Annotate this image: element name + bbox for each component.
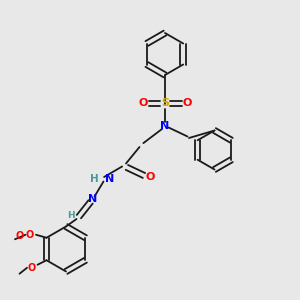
Text: H: H <box>90 173 99 184</box>
Text: O: O <box>182 98 192 109</box>
Text: N: N <box>105 173 114 184</box>
Text: O: O <box>138 98 148 109</box>
Text: N: N <box>88 194 98 205</box>
Text: O: O <box>145 172 155 182</box>
Text: S: S <box>161 98 169 109</box>
Text: N: N <box>160 121 169 131</box>
Text: O: O <box>26 230 34 240</box>
Text: O: O <box>27 263 36 273</box>
Text: H: H <box>67 211 74 220</box>
Text: O: O <box>16 231 24 241</box>
